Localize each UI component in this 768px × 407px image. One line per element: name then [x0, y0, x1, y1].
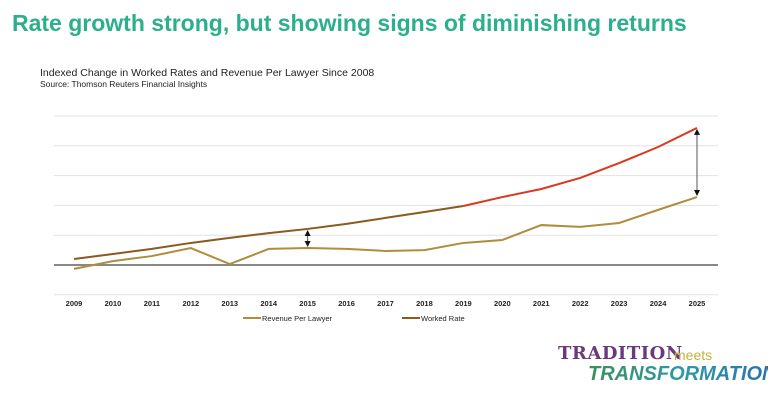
- chart-title: Indexed Change in Worked Rates and Reven…: [40, 67, 375, 79]
- legend-label: Worked Rate: [421, 314, 465, 323]
- logo-line2: meets: [674, 347, 713, 363]
- series-line-worked-rate-highlight: [463, 127, 698, 207]
- x-tick-label: 2015: [299, 299, 316, 308]
- chart-source: Source: Thomson Reuters Financial Insigh…: [40, 79, 208, 89]
- x-tick-label: 2024: [650, 299, 668, 308]
- x-tick-label: 2023: [611, 299, 628, 308]
- x-tick-label: 2021: [533, 299, 550, 308]
- logo-line1: TRADITION: [558, 343, 683, 364]
- x-tick-label: 2012: [182, 299, 199, 308]
- x-tick-label: 2011: [144, 299, 160, 308]
- series-line-revenue-per-lawyer: [73, 196, 698, 270]
- x-tick-label: 2020: [494, 299, 511, 308]
- x-tick-label: 2017: [377, 299, 394, 308]
- headline: Rate growth strong, but showing signs of…: [12, 10, 687, 36]
- logo-line3: TRANSFORMATION: [588, 363, 768, 386]
- series-line-worked-rate: [73, 205, 464, 261]
- legend-label: Revenue Per Lawyer: [262, 314, 333, 323]
- tradition-meets-transformation-logo: TRADITION meets TRANSFORMATION: [556, 343, 768, 391]
- x-tick-label: 2019: [455, 299, 472, 308]
- x-tick-label: 2014: [260, 299, 278, 308]
- x-tick-label: 2018: [416, 299, 433, 308]
- x-tick-label: 2016: [338, 299, 355, 308]
- x-tick-label: 2010: [105, 299, 122, 308]
- x-tick-label: 2022: [572, 299, 589, 308]
- x-tick-label: 2009: [66, 299, 83, 308]
- x-tick-label: 2025: [689, 299, 706, 308]
- x-tick-label: 2013: [221, 299, 238, 308]
